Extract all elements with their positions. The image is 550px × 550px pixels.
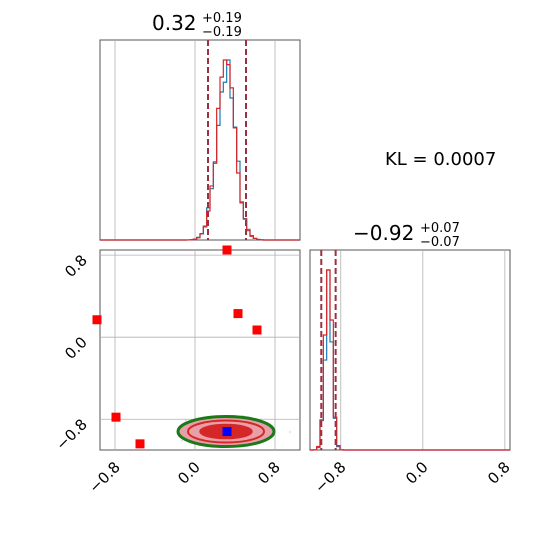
histogram-param1-blue [100, 59, 300, 241]
param2-title: −0.92 [353, 221, 414, 245]
panel-top-left [99, 39, 301, 241]
panel-bottom-right [309, 249, 511, 451]
param1-title: 0.32 [152, 11, 197, 35]
tick-label: 0.0 [61, 333, 91, 363]
histogram-param2-blue [309, 269, 510, 451]
plot-marks [92, 40, 510, 451]
tick-label: 0.0 [402, 458, 432, 488]
kl-annotation: KL = 0.0007 [385, 149, 496, 170]
tick-label: 0.0 [174, 458, 204, 488]
tick-label: 0.8 [254, 458, 284, 488]
sample-point [180, 439, 183, 442]
panel-bottom-left [99, 249, 301, 451]
tick-label: −0.8 [85, 458, 123, 496]
red-marker [222, 245, 232, 255]
param1-title-sup: +0.19 [202, 11, 242, 26]
tick-label: −0.8 [311, 458, 349, 496]
tick-labels: −0.8 −0.8 0.0 0.0 0.8 0.8 0.8 0.0 −0.8 [52, 251, 513, 496]
histogram-param2-red [309, 269, 510, 451]
tick-label: 0.8 [61, 251, 91, 281]
red-marker [233, 309, 243, 319]
param2-title-sub: −0.07 [420, 235, 460, 250]
sample-point [184, 419, 187, 422]
tick-label: 0.8 [484, 458, 514, 488]
red-marker [135, 439, 145, 449]
red-marker [252, 325, 262, 335]
param1-title-sub: −0.19 [202, 25, 242, 40]
param2-title-sup: +0.07 [420, 221, 460, 236]
contour-mid [187, 419, 265, 444]
histogram-param1-red [100, 59, 300, 241]
blue-marker [222, 427, 232, 437]
red-marker [111, 412, 121, 422]
red-marker [92, 315, 102, 325]
tick-label: −0.8 [52, 415, 90, 453]
sample-point [288, 431, 291, 433]
